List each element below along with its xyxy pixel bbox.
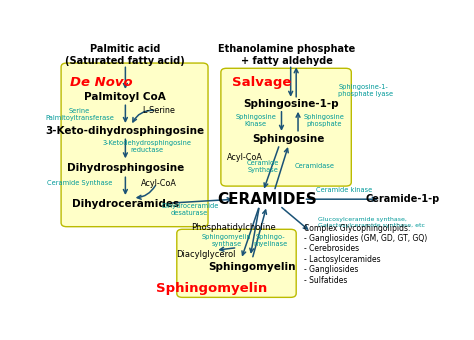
Text: Complex Glycophingolipids:
- Gangliosides (GM, GD, GT, GQ)
- Cerebrosides
- Lact: Complex Glycophingolipids: - Ganglioside… [303,224,427,285]
Text: Ceramidase: Ceramidase [294,164,335,169]
Text: L-Serine: L-Serine [142,106,175,115]
Text: Ethanolamine phosphate
+ fatty aldehyde: Ethanolamine phosphate + fatty aldehyde [219,45,356,66]
Text: Ceramide Synthase: Ceramide Synthase [47,181,112,186]
Text: Serine
Palmitoyltransferase: Serine Palmitoyltransferase [45,107,114,121]
FancyBboxPatch shape [61,63,208,227]
FancyBboxPatch shape [177,229,296,298]
Text: Diacylglycerol: Diacylglycerol [176,250,236,259]
Text: Acyl-CoA: Acyl-CoA [227,153,263,162]
Text: Sphingosine
Kinase: Sphingosine Kinase [236,114,276,127]
Text: Acyl-CoA: Acyl-CoA [140,179,176,188]
Text: Dihydroceramides: Dihydroceramides [72,200,179,209]
Text: Ceramide
Synthase: Ceramide Synthase [247,160,279,173]
Text: De Novo: De Novo [70,76,133,89]
Text: 3-Ketodehydrosphingosine
reductase: 3-Ketodehydrosphingosine reductase [103,140,192,153]
Text: Glucosylceramide synthase,
Galactosylceramide synthase, etc: Glucosylceramide synthase, Galactosylcer… [318,217,425,228]
Text: Palmitoyl CoA: Palmitoyl CoA [84,92,166,102]
Text: Ceramide-1-p: Ceramide-1-p [365,194,440,204]
Text: CERAMIDES: CERAMIDES [217,192,317,207]
Text: Sphingosine-1-p: Sphingosine-1-p [243,99,338,109]
Text: Phosphatidylcholine: Phosphatidylcholine [191,223,276,233]
Text: Sphingo-
myelinase: Sphingo- myelinase [253,234,288,247]
Text: Dihydrosphingosine: Dihydrosphingosine [67,163,184,173]
Text: Palmitic acid
(Saturated fatty acid): Palmitic acid (Saturated fatty acid) [65,45,185,66]
Text: Sphingomyelin
synthase: Sphingomyelin synthase [201,234,251,247]
Text: Salvage: Salvage [232,76,292,89]
Text: Sphingomyelin: Sphingomyelin [209,262,296,272]
Text: Sphingomyelin: Sphingomyelin [156,282,267,295]
Text: Sphingosine
phosphate: Sphingosine phosphate [303,114,344,127]
Text: Dihydroceramide
desaturase: Dihydroceramide desaturase [161,203,219,216]
FancyBboxPatch shape [221,68,351,186]
Text: Sphingosine-1-
phosphate lyase: Sphingosine-1- phosphate lyase [338,84,393,97]
Text: Sphingosine: Sphingosine [253,134,325,144]
Text: 3-Keto-dihydrosphingosine: 3-Keto-dihydrosphingosine [46,126,205,136]
Text: Ceramide kinase: Ceramide kinase [316,187,372,193]
